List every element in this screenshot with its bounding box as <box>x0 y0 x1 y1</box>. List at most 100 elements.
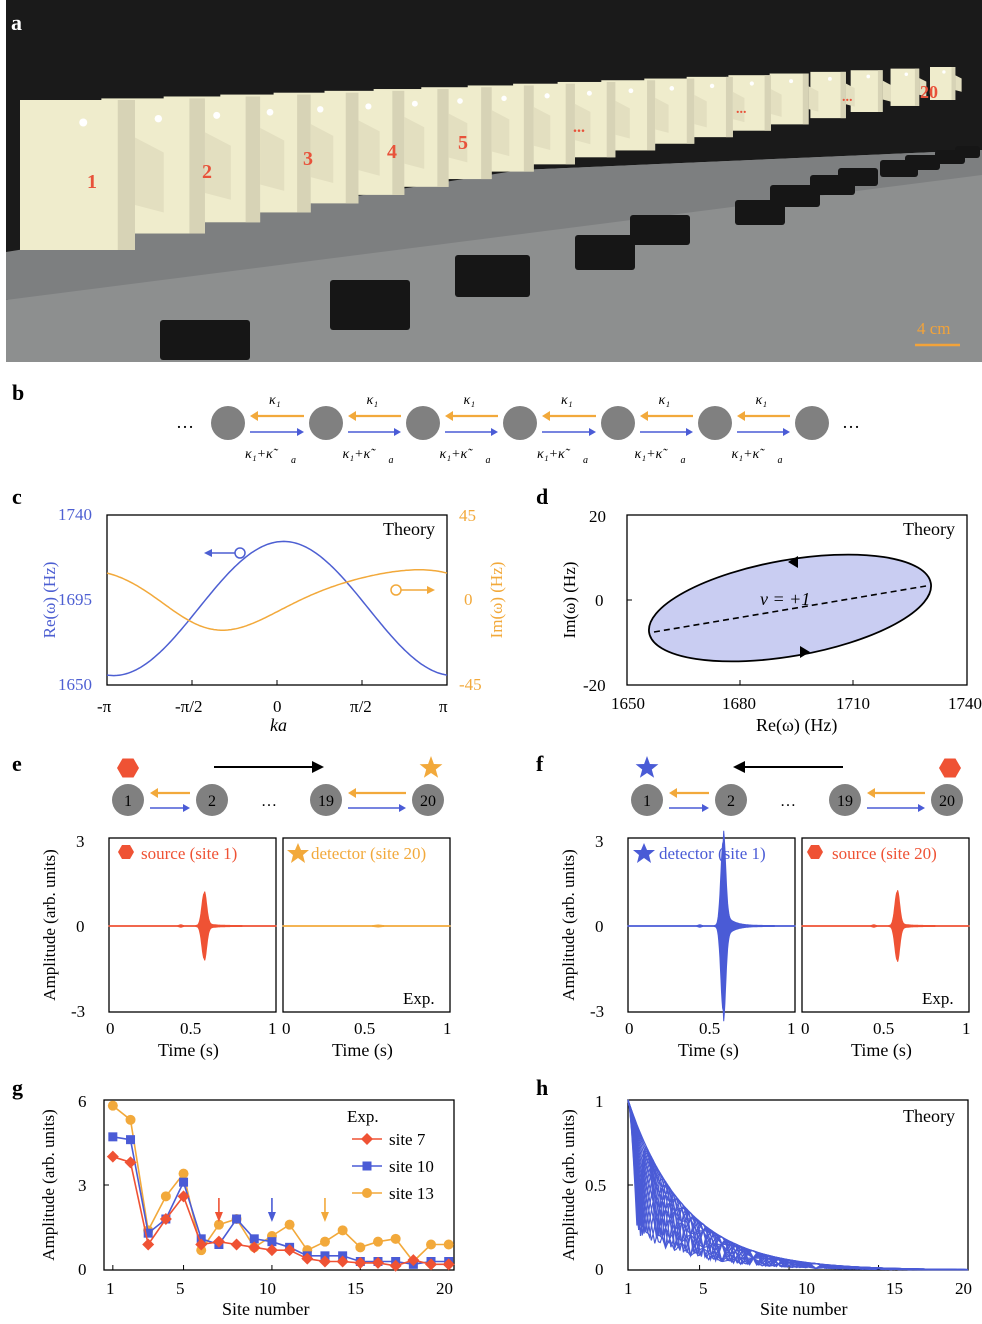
neck-connector <box>204 132 231 200</box>
neck-connector <box>845 83 855 107</box>
data-point <box>390 1233 401 1244</box>
data-point <box>425 1258 438 1271</box>
xtick: 20 <box>955 1279 972 1298</box>
panel-f: f 1 2 19 20 … detector (site 1) source (site… <box>536 751 971 1061</box>
legend-detector-e: detector (site 20) <box>287 843 426 863</box>
detector-signal-site-1 <box>627 830 796 1022</box>
coupling-label-subscript: a <box>778 455 783 466</box>
panel-e: e 1 2 19 20 … source (site 1) detector (site… <box>12 751 452 1061</box>
xtick: 15 <box>886 1279 903 1298</box>
panel-label-d: d <box>536 484 548 509</box>
neck-connector <box>533 106 551 151</box>
site-number: 2 <box>727 793 735 810</box>
im-axis-marker <box>390 584 402 596</box>
xtick: π <box>439 697 448 716</box>
arrow-right-icon <box>918 804 925 812</box>
microphone-dot <box>942 70 946 74</box>
xtick: 10 <box>259 1279 276 1298</box>
arrow-left-icon <box>445 411 453 421</box>
plot-series-h <box>627 1099 969 1271</box>
data-point <box>354 1256 367 1269</box>
neck-connector <box>694 94 707 128</box>
legend-entry: site 10 <box>389 1157 434 1176</box>
y-axis-label: Amplitude (arb. units) <box>39 1109 58 1261</box>
xtick: 1650 <box>611 694 645 713</box>
panel-d: d ν = +1 Theory 20 0 -20 1650 1680 1710 … <box>536 484 982 736</box>
coupling-label-top: κ₁ <box>561 393 573 408</box>
microphone-dot <box>266 108 274 116</box>
electronics-box <box>630 215 690 245</box>
arrow-right-icon <box>686 428 693 436</box>
dashed-axis-line <box>653 585 927 633</box>
arrow-right-icon <box>394 428 401 436</box>
im-omega-curve <box>106 569 448 631</box>
legend-entry: site 7 <box>389 1130 426 1149</box>
microphone-dot <box>411 100 418 107</box>
data-point <box>443 1239 454 1250</box>
y-axis-label: Amplitude (arb. units) <box>40 849 59 1001</box>
data-point <box>249 1234 259 1244</box>
star-icon <box>419 756 443 778</box>
hexagon-icon <box>118 845 134 859</box>
data-point <box>124 1156 137 1169</box>
microphone-dot <box>628 88 634 94</box>
acoustic-resonator-chain <box>20 67 962 250</box>
legend-source-f: source (site 20) <box>807 844 937 863</box>
site-label: 20 <box>920 82 938 102</box>
ytick-left: 1650 <box>58 675 92 694</box>
xtick: 5 <box>699 1279 708 1298</box>
data-point <box>125 1114 136 1125</box>
data-point <box>179 1177 189 1187</box>
plot-frame-e-right <box>282 837 451 1013</box>
site-label: ... <box>736 102 747 117</box>
plot-frame-f-left <box>627 837 796 1013</box>
data-point <box>283 1244 296 1257</box>
panel-label-f: f <box>536 751 544 776</box>
microphone-dot <box>789 79 794 84</box>
y-axis-label: Im(ω) (Hz) <box>560 562 579 639</box>
resonator-block-side <box>189 98 205 234</box>
ytick: 0 <box>76 917 85 936</box>
neck-connector <box>955 75 962 92</box>
coupling-label-top: κ₁ <box>756 393 768 408</box>
coupling-label-bottom: κ₁+κ̃ <box>732 447 766 462</box>
arrow-right-icon <box>427 586 435 594</box>
data-point <box>389 1259 402 1272</box>
data-point <box>106 1150 119 1163</box>
chain-schematic-e: 1 2 19 20… <box>112 756 444 816</box>
site-number: 20 <box>420 793 436 810</box>
data-point <box>284 1219 295 1230</box>
neck-connector <box>732 91 745 123</box>
y-axis-label: Amplitude (arb. units) <box>559 1109 578 1261</box>
coupling-label-subscript: a <box>681 455 686 466</box>
plot-frame-f-right <box>801 837 970 1013</box>
panel-label-c: c <box>12 484 22 509</box>
xtick: -π/2 <box>175 697 202 716</box>
panel-a-photo: 1 2 3 4 5 ... ... ... 20 4 cm a <box>6 0 982 362</box>
xtick: 0 <box>625 1019 634 1038</box>
ytick: -3 <box>590 1002 604 1021</box>
site-label: 5 <box>458 132 468 154</box>
lattice-site <box>601 406 635 440</box>
xtick: 20 <box>436 1279 453 1298</box>
resonator-block-side <box>523 85 534 172</box>
microphone-dot <box>904 72 909 76</box>
site-label: 4 <box>387 141 397 163</box>
arrow-left-icon <box>669 788 677 798</box>
resonator-block-side <box>297 94 311 213</box>
x-axis-label: Time (s) <box>332 1040 393 1061</box>
data-point <box>126 1135 136 1145</box>
neck-connector <box>135 137 164 213</box>
xtick: 1 <box>787 1019 796 1038</box>
resonator-block-side <box>392 90 405 195</box>
panel-b-chain: b … … κ₁ κ₁+κ̃ a κ₁ κ₁+κ̃ a κ₁ κ₁+κ̃ a κ₁ κ₁+κ̃ a κ₁… <box>12 380 860 466</box>
legend-title: Exp. <box>347 1107 379 1126</box>
xtick: 1 <box>962 1019 971 1038</box>
lattice-site <box>698 406 732 440</box>
arrow-left-icon <box>640 411 648 421</box>
arrow-left-icon <box>737 411 745 421</box>
microphone-dot <box>709 83 715 89</box>
site-label: ... <box>573 119 585 136</box>
data-point <box>160 1191 171 1202</box>
legend-g: Exp. site 7 site 10 site 13 <box>347 1107 434 1203</box>
